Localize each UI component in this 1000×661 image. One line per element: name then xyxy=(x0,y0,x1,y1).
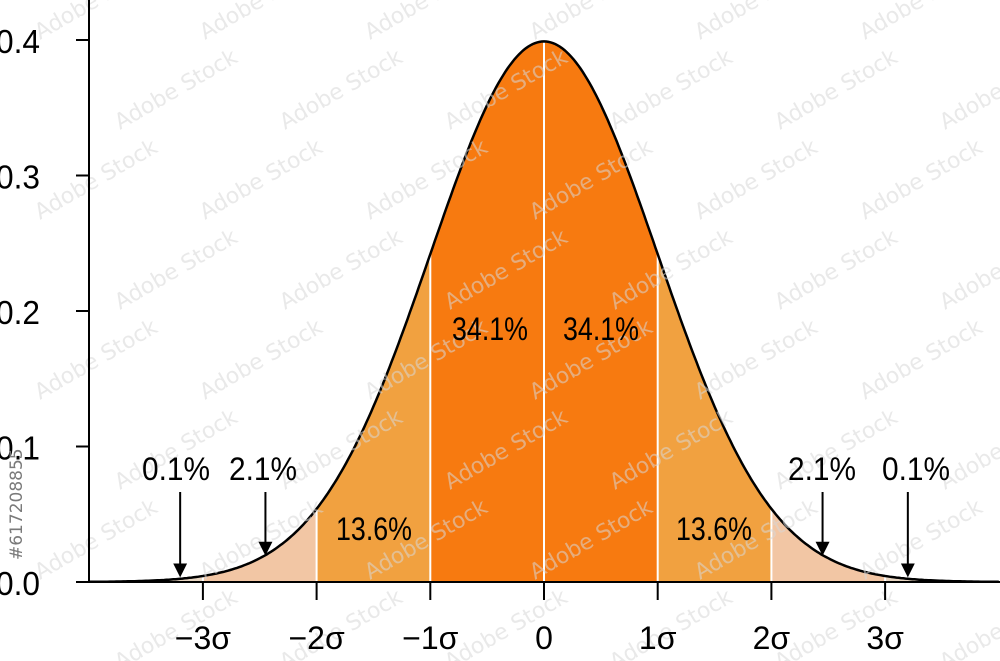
region-1 xyxy=(202,508,317,582)
watermark-text: Adobe Stock xyxy=(31,0,163,45)
watermark-text: Adobe Stock xyxy=(856,135,988,226)
watermark-text: Adobe Stock xyxy=(196,0,328,45)
y-tick-label: 0.1 xyxy=(0,430,40,467)
density-curve xyxy=(89,40,999,584)
watermark-text: Adobe Stock xyxy=(196,315,328,406)
watermark-text: Adobe Stock xyxy=(111,225,243,316)
watermark-text: Adobe Stock xyxy=(771,225,903,316)
watermark-text: Adobe Stock xyxy=(31,135,163,226)
watermark-text: Adobe Stock xyxy=(691,0,823,45)
y-tick-label: 0.4 xyxy=(0,23,40,60)
region-label: 13.6% xyxy=(336,511,412,547)
tail-arrows xyxy=(173,492,915,578)
x-tick-label: 1σ xyxy=(639,620,677,656)
region-label: 0.1% xyxy=(882,451,950,487)
watermark-text: Adobe Stock xyxy=(196,135,328,226)
watermark-text: Adobe Stock xyxy=(936,45,1000,136)
watermark-text: Adobe Stock xyxy=(31,315,163,406)
watermark-text: Adobe Stock xyxy=(276,225,408,316)
y-axis-ticks: 0.0 0.1 0.2 0.3 0.4 xyxy=(0,23,89,602)
y-tick-label: 0.2 xyxy=(0,294,40,331)
region-label: 34.1% xyxy=(563,311,639,347)
watermark-text: Adobe Stock xyxy=(856,0,988,45)
x-tick-label: 0 xyxy=(535,620,553,656)
watermark-text: Adobe Stock xyxy=(856,495,988,586)
watermark-text: Adobe Stock xyxy=(526,0,658,45)
watermark-text: Adobe Stock xyxy=(361,0,493,45)
x-tick-label: 2σ xyxy=(753,620,791,656)
x-axis-ticks: −3σ −2σ −1σ 0 1σ 2σ 3σ xyxy=(175,582,904,656)
watermark-text: Adobe Stock xyxy=(771,45,903,136)
watermark-text: Adobe Stock xyxy=(856,315,988,406)
watermark-text: Adobe Stock xyxy=(31,495,163,586)
watermark-text: Adobe Stock xyxy=(606,45,738,136)
watermark-text: Adobe Stock xyxy=(936,225,1000,316)
x-tick-label: 3σ xyxy=(866,620,904,656)
watermark-id: #617208855 xyxy=(7,448,27,560)
region-percentage-labels: 0.1% 2.1% 13.6% 34.1% 34.1% 13.6% 2.1% 0.1% xyxy=(142,311,950,547)
x-tick-label: −2σ xyxy=(288,620,344,656)
x-tick-label: −3σ xyxy=(175,620,231,656)
y-tick-label: 0.0 xyxy=(0,565,40,602)
watermark-text: Adobe Stock xyxy=(276,45,408,136)
x-tick-label: −1σ xyxy=(402,620,458,656)
watermark-text: Adobe Stock xyxy=(691,315,823,406)
watermark-text: Adobe Stock xyxy=(936,585,1000,661)
region-label: 2.1% xyxy=(788,451,856,487)
sigma-separators xyxy=(201,41,887,582)
watermark-text: Adobe Stock xyxy=(111,45,243,136)
region-6 xyxy=(771,508,886,582)
watermark-text: Adobe Stock xyxy=(691,135,823,226)
region-label: 2.1% xyxy=(229,451,297,487)
y-tick-label: 0.3 xyxy=(0,159,40,196)
region-label: 13.6% xyxy=(676,511,752,547)
region-label: 0.1% xyxy=(142,451,210,487)
region-label: 34.1% xyxy=(452,311,528,347)
